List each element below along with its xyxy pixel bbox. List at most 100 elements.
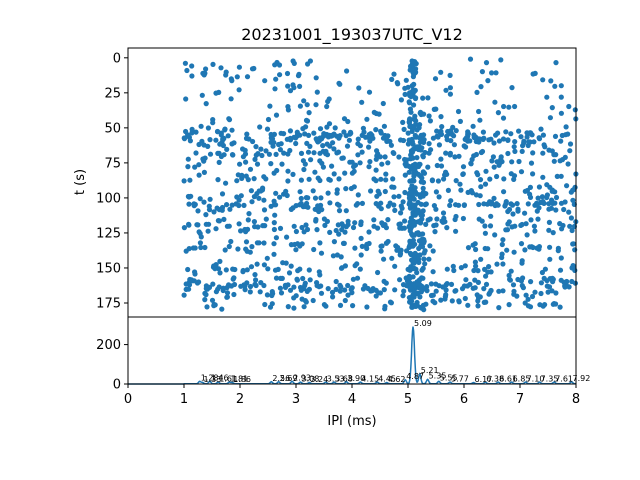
raster-point	[500, 288, 506, 294]
raster-point	[243, 246, 249, 252]
raster-point	[359, 200, 365, 206]
raster-point	[299, 241, 305, 247]
raster-point	[501, 189, 507, 195]
raster-point	[333, 286, 339, 292]
raster-point	[314, 138, 320, 144]
raster-point	[355, 141, 361, 147]
raster-point	[228, 238, 234, 245]
raster-point	[364, 304, 370, 310]
raster-point	[302, 161, 308, 167]
raster-point	[427, 118, 433, 124]
raster-point	[222, 247, 228, 253]
raster-point	[321, 133, 327, 139]
raster-point	[536, 246, 542, 252]
raster-point	[549, 188, 555, 194]
raster-point	[344, 143, 351, 149]
raster-point	[441, 215, 447, 221]
raster-point	[329, 133, 335, 139]
raster-point	[389, 184, 395, 190]
raster-point	[193, 129, 199, 135]
raster-point	[509, 224, 515, 230]
raster-point	[327, 177, 333, 183]
raster-point	[538, 290, 544, 297]
raster-point	[417, 252, 423, 258]
raster-point	[352, 162, 359, 168]
raster-point	[539, 199, 545, 205]
raster-point	[238, 228, 244, 234]
raster-point	[198, 123, 204, 129]
raster-point	[453, 228, 459, 234]
raster-point	[558, 83, 564, 89]
ipi-peak-labels: 5.09 5.215.355.555.77 4.87 1.281.331.461.61…	[201, 319, 591, 384]
raster-point	[522, 300, 528, 306]
raster-point	[411, 196, 417, 202]
raster-point	[310, 297, 316, 304]
raster-point	[433, 106, 439, 112]
raster-point	[307, 277, 313, 283]
raster-point	[205, 228, 211, 234]
raster-point	[269, 292, 275, 299]
raster-point	[443, 150, 449, 156]
raster-point	[519, 148, 525, 154]
raster-point	[252, 224, 258, 230]
raster-point	[231, 275, 237, 281]
raster-point	[198, 234, 204, 240]
raster-point	[391, 71, 397, 77]
raster-point	[243, 239, 250, 245]
raster-point	[436, 194, 442, 200]
raster-point	[415, 163, 422, 170]
raster-point	[496, 161, 502, 167]
raster-point	[298, 287, 304, 293]
raster-point	[496, 305, 502, 311]
chart-title: 20231001_193037UTC_V12	[241, 25, 463, 45]
raster-point	[451, 142, 457, 148]
ipi-x-tick-label: 8	[572, 392, 580, 407]
raster-point	[407, 243, 413, 249]
raster-point	[402, 85, 408, 91]
raster-point	[336, 176, 342, 182]
raster-point	[235, 246, 241, 252]
raster-point	[298, 200, 304, 207]
raster-point	[428, 281, 434, 287]
raster-point	[231, 281, 238, 288]
raster-point	[300, 275, 306, 282]
raster-point	[371, 223, 377, 229]
raster-point	[358, 252, 364, 258]
raster-point	[355, 192, 361, 198]
raster-point	[304, 140, 310, 146]
raster-point	[192, 269, 198, 275]
raster-point	[257, 124, 263, 130]
raster-point	[540, 174, 546, 180]
raster-point	[344, 68, 350, 74]
raster-point	[250, 138, 256, 145]
raster-point	[485, 269, 491, 275]
raster-point	[407, 199, 413, 205]
raster-point	[532, 70, 538, 76]
raster-point	[381, 278, 387, 284]
raster-point	[403, 77, 409, 83]
raster-point	[447, 152, 453, 158]
raster-point	[492, 99, 498, 105]
raster-point	[267, 103, 273, 109]
raster-point	[279, 161, 285, 167]
raster-point	[522, 188, 528, 194]
raster-point	[202, 244, 208, 251]
raster-point	[428, 147, 434, 153]
raster-point	[263, 216, 269, 222]
raster-point	[321, 216, 327, 222]
raster-point	[261, 282, 267, 289]
raster-point	[382, 188, 388, 195]
raster-y-tick-label: 100	[96, 191, 121, 206]
raster-point	[366, 164, 372, 170]
raster-point	[531, 139, 537, 145]
raster-point	[475, 303, 481, 309]
raster-point	[336, 135, 342, 141]
raster-point	[254, 240, 260, 246]
raster-point	[381, 287, 387, 293]
raster-point	[553, 194, 560, 201]
raster-point	[220, 287, 226, 294]
raster-point	[434, 128, 440, 134]
raster-point	[254, 161, 261, 167]
raster-point	[518, 169, 525, 175]
raster-point	[439, 124, 445, 130]
